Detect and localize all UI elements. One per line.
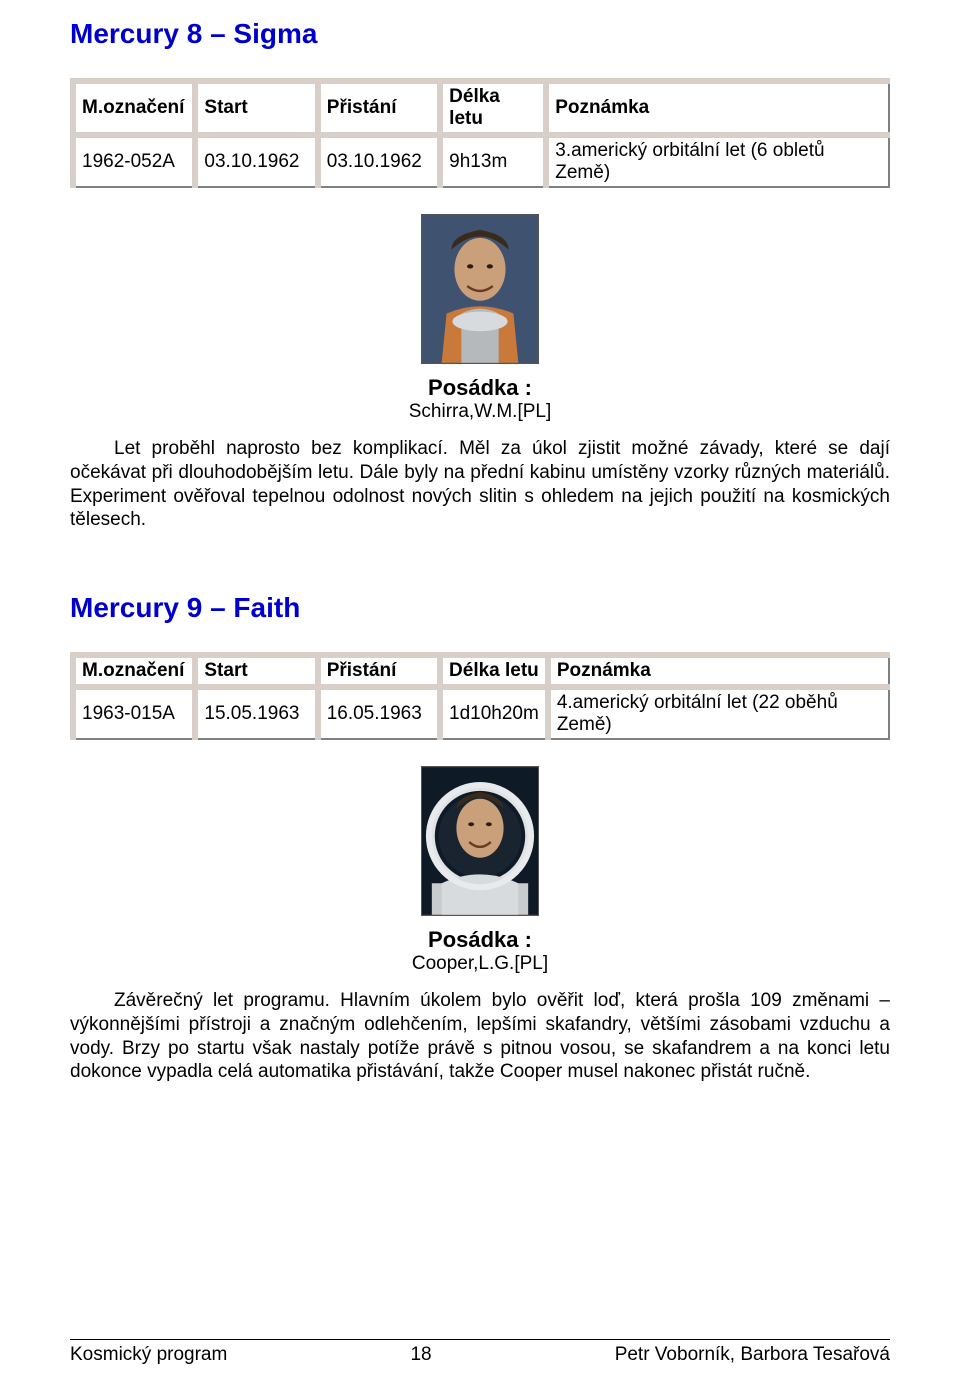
mission2-description: Závěrečný let programu. Hlavním úkolem b… — [70, 989, 890, 1084]
table-row: 1963-015A 15.05.1963 16.05.1963 1d10h20m… — [73, 687, 889, 739]
mission2-title: Mercury 9 – Faith — [70, 592, 890, 624]
col-header-designation: M.označení — [73, 81, 195, 135]
mission1-text: Let proběhl naprosto bez komplikací. Měl… — [70, 438, 890, 530]
page-footer: Kosmický program 18 Petr Voborník, Barbo… — [70, 1339, 890, 1366]
cell-landing: 03.10.1962 — [318, 135, 440, 187]
cell-designation: 1963-015A — [73, 687, 195, 739]
col-header-note: Poznámka — [548, 655, 889, 687]
mission2-text: Závěrečný let programu. Hlavním úkolem b… — [70, 990, 890, 1082]
footer-page-number: 18 — [410, 1344, 431, 1366]
cell-duration: 9h13m — [440, 135, 546, 187]
mission1-description: Let proběhl naprosto bez komplikací. Měl… — [70, 437, 890, 532]
mission2-table: M.označení Start Přistání Délka letu Poz… — [70, 652, 890, 740]
col-header-duration: Délka letu — [440, 655, 548, 687]
mission1-table: M.označení Start Přistání Délka letu Poz… — [70, 78, 890, 188]
col-header-landing: Přistání — [318, 655, 440, 687]
crew-label: Posádka : — [70, 927, 890, 953]
cell-landing: 16.05.1963 — [318, 687, 440, 739]
cell-start: 15.05.1963 — [195, 687, 317, 739]
cell-designation: 1962-052A — [73, 135, 195, 187]
cell-note: 3.americký orbitální let (6 obletů Země) — [546, 135, 889, 187]
col-header-note: Poznámka — [546, 81, 889, 135]
col-header-landing: Přistání — [318, 81, 440, 135]
cell-duration: 1d10h20m — [440, 687, 548, 739]
col-header-start: Start — [195, 81, 317, 135]
crew-name: Cooper,L.G.[PL] — [70, 953, 890, 975]
crew-name: Schirra,W.M.[PL] — [70, 401, 890, 423]
cell-note: 4.americký orbitální let (22 oběhů Země) — [548, 687, 889, 739]
cell-start: 03.10.1962 — [195, 135, 317, 187]
footer-left: Kosmický program — [70, 1344, 227, 1366]
astronaut-portrait — [421, 214, 539, 364]
col-header-duration: Délka letu — [440, 81, 546, 135]
astronaut-portrait — [421, 766, 539, 916]
mission1-title: Mercury 8 – Sigma — [70, 18, 890, 50]
col-header-designation: M.označení — [73, 655, 195, 687]
col-header-start: Start — [195, 655, 317, 687]
table-row: 1962-052A 03.10.1962 03.10.1962 9h13m 3.… — [73, 135, 889, 187]
crew-label: Posádka : — [70, 375, 890, 401]
footer-right: Petr Voborník, Barbora Tesařová — [615, 1344, 890, 1366]
